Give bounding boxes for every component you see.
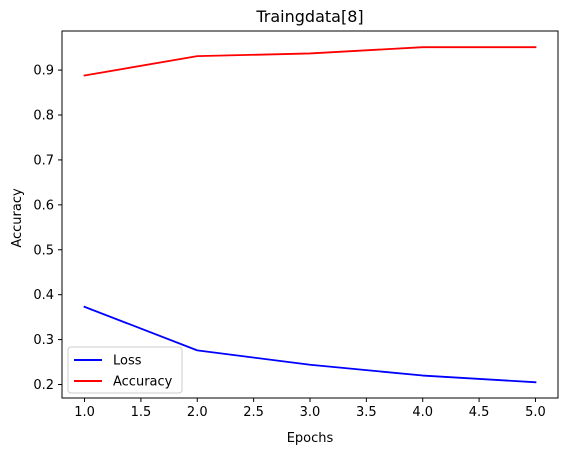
y-tick-label-7: 0.8 [33,109,54,124]
x-axis-title: Epochs [287,431,334,446]
x-tick-label-9: 5.0 [525,405,546,420]
x-tick-label-7: 4.0 [412,405,433,420]
data-point-accuracy-2 [196,55,198,57]
data-point-loss-1 [84,306,86,308]
y-axis-title: Accuracy [10,188,25,248]
data-point-loss-3 [309,364,311,366]
y-tick-label-5: 0.6 [33,198,54,213]
axes-layer: 1.0 1.5 2.0 2.5 3.0 3.5 4.0 4.5 5.0 0.2 0.3 0.4 0.5 0… [33,30,559,420]
x-tick-label-1: 1.0 [74,405,95,420]
x-tick-label-8: 4.5 [469,405,490,420]
data-point-loss-2 [196,350,198,352]
series-line-loss [83,305,537,384]
data-point-loss-4 [422,375,424,377]
y-tick-label-8: 0.9 [33,64,54,79]
y-tick-label-6: 0.7 [33,153,54,168]
legend-label-loss: Loss [113,354,142,369]
x-tick-label-6: 3.5 [356,405,377,420]
series-line-accuracy [83,46,537,77]
y-tick-label-4: 0.5 [33,243,54,258]
legend: Loss Accuracy [67,346,183,394]
x-tick-label-3: 2.0 [187,405,208,420]
x-tick-label-5: 3.0 [300,405,321,420]
data-point-accuracy-4 [422,46,424,48]
plot-layer [83,46,537,384]
data-point-accuracy-1 [84,75,86,77]
data-point-accuracy-3 [309,53,311,55]
data-point-loss-5 [535,381,537,383]
x-tick-label-4: 2.5 [243,405,264,420]
x-tick-label-2: 1.5 [131,405,152,420]
chart-title: Traingdata[8] [255,7,363,26]
y-tick-label-1: 0.2 [33,378,54,393]
data-point-accuracy-5 [535,46,537,48]
legend-label-accuracy: Accuracy [113,375,173,390]
y-tick-label-2: 0.3 [33,333,54,348]
y-tick-label-3: 0.4 [33,288,54,303]
